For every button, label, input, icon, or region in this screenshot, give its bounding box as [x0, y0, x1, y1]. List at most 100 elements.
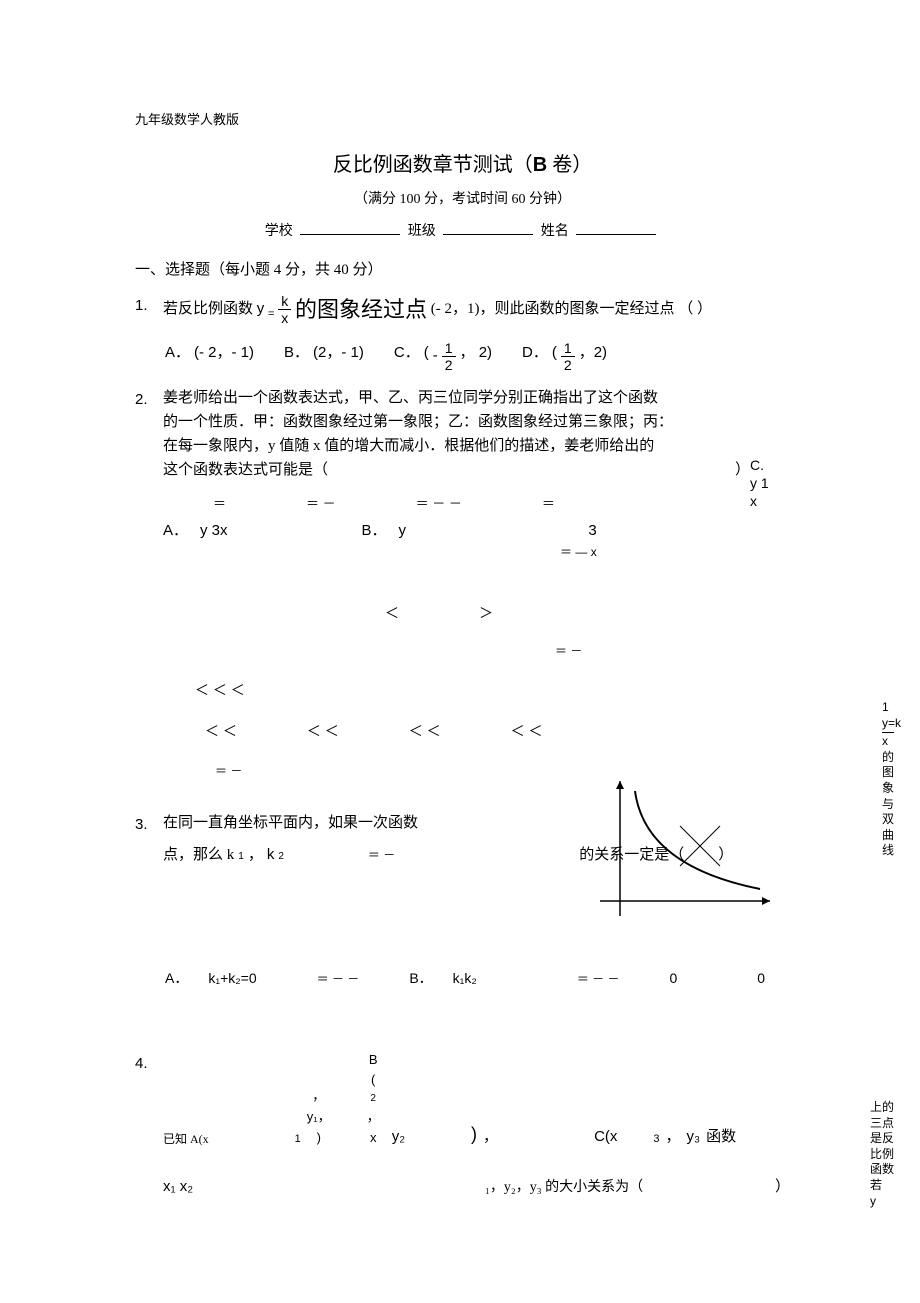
question-1: 1. 若反比例函数 y = k x 的图象经过点 (- 2，1)，则此函数的图象…: [135, 292, 790, 327]
q4-y2: y₂: [392, 1125, 405, 1149]
fillin-row: 学校 班级 姓名: [135, 221, 790, 243]
q3-zero: 0: [670, 967, 678, 989]
q4-y1col: ， y₁， ): [307, 1086, 331, 1148]
scattered-1: ＜ ＞: [195, 602, 790, 624]
q1-c-pre: (: [424, 341, 429, 365]
q1-choice-d: D． ( 1 2 ，2): [522, 341, 607, 372]
class-blank: [443, 234, 533, 235]
q1-a-val: (- 2，- 1): [194, 341, 254, 365]
q1-big: 的图象经过点: [295, 297, 427, 322]
q4-close: ）: [775, 1175, 790, 1199]
q4-line2: x₁ x₂ ₁，y₂，y₃ 的大小关系为（ ）: [163, 1175, 790, 1199]
rv2-c: 函数: [870, 1162, 902, 1178]
q2-eq3: ＝ － －: [416, 494, 462, 515]
q1-c-label: C．: [394, 341, 420, 365]
q3-choices: A． k₁+k₂=0 ＝ － － B． k₁k₂ ＝ － － 0 0: [165, 967, 790, 989]
q1-d-den: 2: [564, 357, 572, 372]
right-vert-2: 上的三点 是反比例 函数 若 y: [870, 1100, 902, 1209]
q2-line1: 姜老师给出一个函数表达式，甲、乙、丙三位同学分别正确指出了这个函数: [163, 386, 750, 410]
rv2-b: 是反比例: [870, 1131, 902, 1162]
question-3: 3. 在同一直角坐标平面内，如果一次函数 点，那么 k1， k2 ＝ － 的关系…: [135, 811, 790, 867]
q1-x: x: [281, 310, 288, 325]
q1-b-val: (2，- 1): [313, 341, 364, 365]
q2-line4-post: ）: [735, 458, 750, 482]
q1-k: k: [278, 294, 291, 310]
q4-Cx: C(x: [594, 1125, 617, 1149]
q2-c-x: x: [750, 492, 790, 510]
school-blank: [300, 234, 400, 235]
q1-choices: A． (- 2，- 1) B． (2，- 1) C． ( - 1 2 ， 2) …: [165, 341, 790, 372]
q4-Bcol: B ( 2， x: [367, 1050, 380, 1149]
sc-triple: ＜ ＜ ＜: [195, 679, 245, 701]
right-vert-label: 1 y=k x 的图象与双曲线: [882, 700, 900, 859]
q2-three-block: 3 ＝ — x: [560, 519, 597, 562]
q3-eqneg: ＝ － －: [317, 970, 360, 989]
q4-func: 函数: [706, 1125, 736, 1149]
sc-eqd: ＝ －: [555, 642, 582, 661]
q2-b-val: y: [399, 519, 407, 543]
q3-zero2: 0: [757, 967, 765, 989]
q2-line2: 的一个性质．甲：函数图象经过第一象限；乙：函数图象经过第三象限；丙：: [163, 410, 750, 434]
q1-d-post: ，2): [579, 341, 607, 365]
q2-eqlong: ＝ — x: [560, 543, 597, 562]
sc-p1: ＜ ＜: [205, 720, 237, 742]
q4-3: 3: [653, 1131, 659, 1149]
q1-post: (- 2，1)，则此函数的图象一定经过点 （ ）: [431, 301, 712, 317]
q4-cparen2: ): [471, 1120, 477, 1149]
q1-y: y: [257, 300, 265, 317]
school-label: 学校: [265, 224, 293, 239]
rv2-d: 若: [870, 1178, 902, 1194]
q2-eq4: ＝: [542, 494, 555, 515]
subtitle: （满分 100 分，考试时间 60 分钟）: [135, 189, 790, 211]
q1-c-post: ， 2): [460, 341, 493, 365]
rv-line: [882, 732, 894, 733]
q3-b-val: k₁k₂: [453, 967, 477, 989]
q2-a-label: A．: [163, 519, 188, 543]
q1-c-den: 2: [445, 357, 453, 372]
q1-frac: k x: [278, 294, 291, 325]
scattered-4: ＜ ＜ ＜ ＜ ＜ ＜ ＜ ＜: [195, 720, 790, 742]
name-label: 姓名: [541, 224, 569, 239]
q3-pre: 点，那么 k: [163, 843, 234, 867]
q1-a-label: A．: [165, 341, 190, 365]
q1-d-frac: 1 2: [561, 341, 575, 372]
grade-label: 九年级数学人教版: [135, 110, 790, 131]
q3-a-label: A．: [165, 967, 188, 989]
q1-pre: 若反比例函数: [163, 301, 257, 317]
q4-tail: ₁，y₂，y₃ 的大小关系为（: [485, 1180, 643, 1195]
q2-choice-row: A． y 3x B． y 3 ＝ — x: [163, 519, 750, 562]
q2-c-1: 1: [761, 475, 769, 491]
q2-a-val: y 3x: [200, 519, 228, 543]
q1-c-neg: -: [433, 344, 438, 368]
page-title: 反比例函数章节测试（B 卷）: [135, 149, 790, 181]
name-blank: [576, 234, 656, 235]
q3-k2: k: [267, 843, 275, 867]
scattered-2: ＝ －: [195, 642, 790, 661]
q4-y3: y₃: [687, 1125, 701, 1149]
rv2-a: 上的三点: [870, 1100, 902, 1131]
q1-eq: =: [268, 308, 274, 320]
q1-c-frac: 1 2: [442, 341, 456, 372]
sc-p3: ＜ ＜: [409, 720, 441, 742]
q2-three: 3: [560, 519, 597, 543]
q2-line3: 在每一象限内，y 值随 x 值的增大而减小．根据他们的描述，姜老师给出的: [163, 434, 750, 458]
q3-sub1: 1: [238, 849, 244, 865]
rv-1: 1: [882, 700, 900, 716]
section-1-heading: 一、选择题（每小题 4 分，共 40 分）: [135, 258, 790, 282]
q2-line4-pre: 这个函数表达式可能是（: [163, 458, 328, 482]
q2-b-label: B．: [362, 519, 387, 543]
q1-b-label: B．: [284, 341, 309, 365]
q2-c-label: C.: [750, 456, 790, 474]
question-2: 2. 姜老师给出一个函数表达式，甲、乙、丙三位同学分别正确指出了这个函数 的一个…: [135, 386, 790, 562]
q1-choice-c: C． ( - 1 2 ， 2): [394, 341, 492, 372]
q1-choice-b: B． (2，- 1): [284, 341, 364, 365]
scattered-3: ＜ ＜ ＜: [195, 679, 790, 701]
q1-d-pre: (: [552, 341, 557, 365]
q3-eqd: ＝ －: [368, 846, 395, 865]
q3-eqneg2: ＝ － －: [577, 970, 620, 989]
rv-x: x: [882, 734, 900, 750]
rv2-y: y: [870, 1194, 902, 1210]
title-b: B: [533, 154, 547, 176]
q3-num: 3.: [135, 811, 163, 837]
sc-p2: ＜ ＜: [307, 720, 339, 742]
